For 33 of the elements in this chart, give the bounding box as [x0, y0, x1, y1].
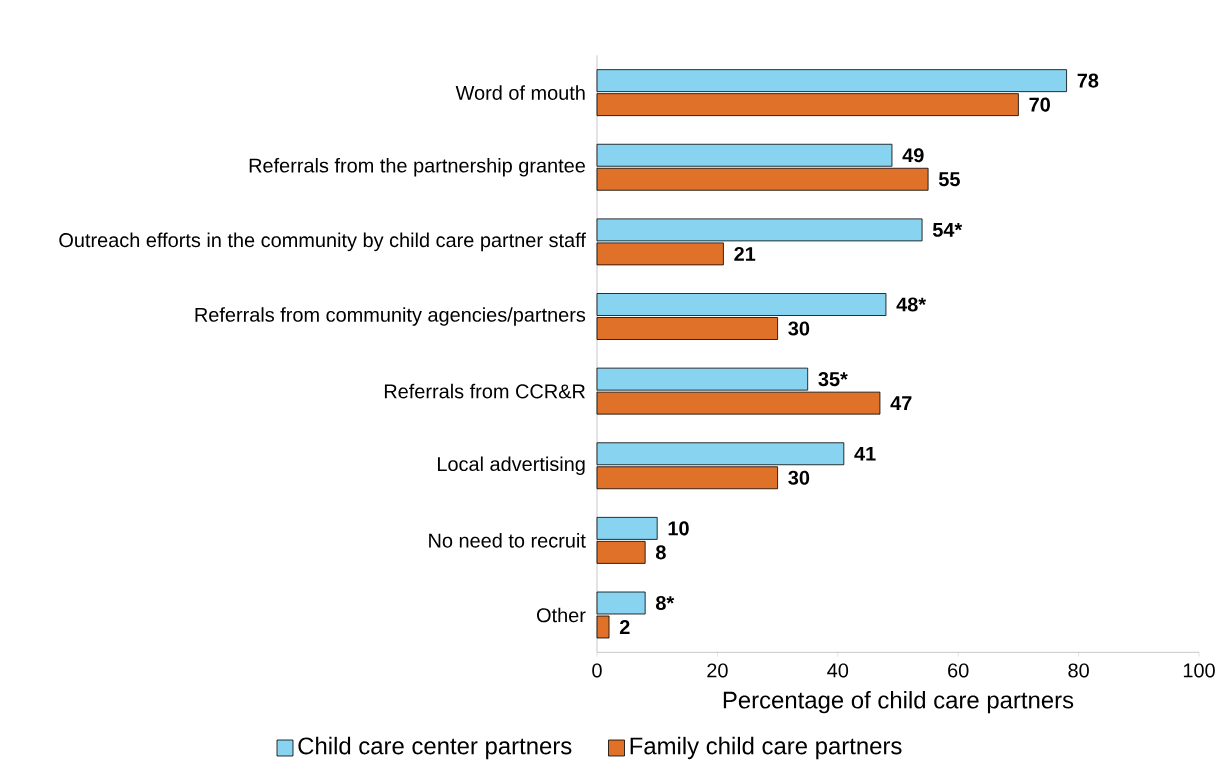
data-label: 2 — [619, 620, 630, 634]
x-tick-label: 0 — [592, 663, 602, 678]
legend-label: Family child care partners — [630, 736, 902, 760]
data-label: 78 — [1077, 73, 1099, 88]
y-tick-label: Outreach efforts in the community by child care partner staff — [59, 232, 586, 252]
x-tick-label: 80 — [1068, 663, 1089, 678]
data-label: 8 — [655, 545, 666, 560]
data-label: 48* — [896, 297, 927, 312]
x-tick-label: 60 — [948, 663, 969, 678]
x-tick-label: 20 — [707, 663, 728, 678]
y-tick-label: Local advertising — [438, 456, 585, 476]
data-label: 47 — [890, 396, 912, 410]
y-tick-label: Referrals from the partnership grantee — [249, 157, 585, 177]
data-label: 70 — [1029, 97, 1050, 112]
x-tick-label: 40 — [827, 663, 849, 678]
data-label: 54* — [932, 222, 963, 237]
y-tick-label: Other — [537, 607, 586, 623]
data-label: 49 — [902, 148, 924, 163]
data-label: 41 — [854, 446, 876, 461]
y-tick-label: Word of mouth — [455, 85, 585, 100]
y-tick-label: Referrals from community agencies/partners — [195, 307, 586, 326]
x-axis-title: Percentage of child care partners — [723, 690, 1074, 714]
y-tick-label: No need to recruit — [429, 533, 586, 548]
legend-label: Child care center partners — [298, 736, 572, 760]
data-label: 10 — [668, 521, 689, 536]
data-label: 21 — [734, 246, 756, 261]
data-label: 55 — [938, 172, 960, 187]
data-label: 35* — [818, 372, 848, 387]
x-tick-label: 100 — [1183, 663, 1215, 678]
data-label: 30 — [788, 321, 810, 336]
y-tick-label: Referrals from CCR&R — [384, 383, 585, 399]
data-label: 8* — [655, 595, 675, 611]
data-label: 30 — [788, 470, 810, 485]
